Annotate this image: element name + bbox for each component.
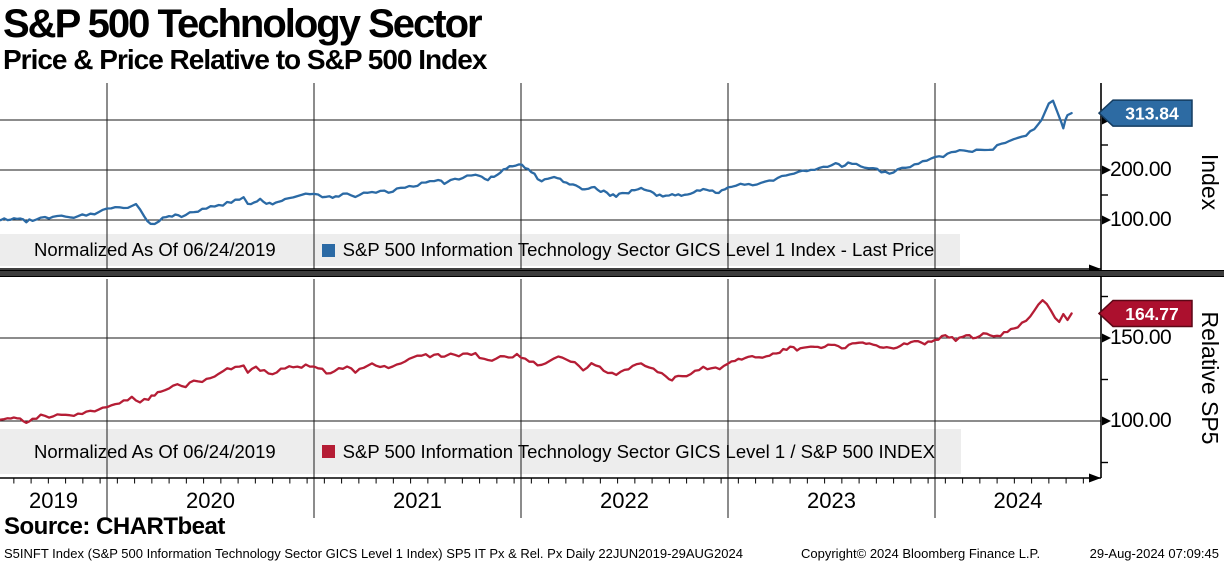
series-label-relative: S&P 500 Information Technology Sector GI… [342,440,936,462]
normalized-as-of-label: Normalized As Of 06/24/2019 [34,440,276,462]
right-axis-title-index: Index [1197,153,1223,211]
x-tick-year-label: 2019 [29,488,78,513]
y-tick-label: 150.00 [1110,326,1172,349]
relative-series-line [0,299,1073,425]
last-price-badge-value: 164.77 [1125,304,1179,324]
series-label-price: S&P 500 Information Technology Sector GI… [342,239,935,260]
price-series-line [0,99,1073,226]
series-color-swatch [321,445,335,458]
x-tick-year-label: 2023 [807,488,856,513]
footer-copyright: Copyright© 2024 Bloomberg Finance L.P. [801,546,1041,561]
y-tick-label: 200.00 [1110,158,1172,181]
page-subtitle: Price & Price Relative to S&P 500 Index [3,44,487,75]
y-tick-label: 300.00 [1110,108,1172,131]
legend-strip-relative: Normalized As Of 06/24/2019 S&P 500 Info… [0,429,962,474]
y-tick-label: 100.00 [1110,409,1172,432]
footer-timestamp: 29-Aug-2024 07:09:45 [1089,546,1219,561]
x-tick-year-label: 2022 [600,488,649,513]
series-color-swatch [321,243,335,257]
y-tick-label: 100.00 [1110,208,1172,231]
footer-description: S5INFT Index (S&P 500 Information Techno… [4,546,743,561]
normalized-as-of-label: Normalized As Of 06/24/2019 [34,239,276,260]
x-tick-year-label: 2020 [186,488,235,513]
right-axis-title-relative: Relative SP5 [1197,311,1223,445]
legend-strip-price: Normalized As Of 06/24/2019 S&P 500 Info… [0,234,961,266]
x-tick-year-label: 2021 [393,488,442,513]
axis-arrow [1089,473,1101,483]
x-tick-year-label: 2024 [993,488,1043,513]
page-title: S&P 500 Technology Sector [3,2,483,46]
last-price-badge [1097,299,1193,328]
panel-divider-bar [0,270,1224,277]
source-label: Source: CHARTbeat [4,513,225,540]
